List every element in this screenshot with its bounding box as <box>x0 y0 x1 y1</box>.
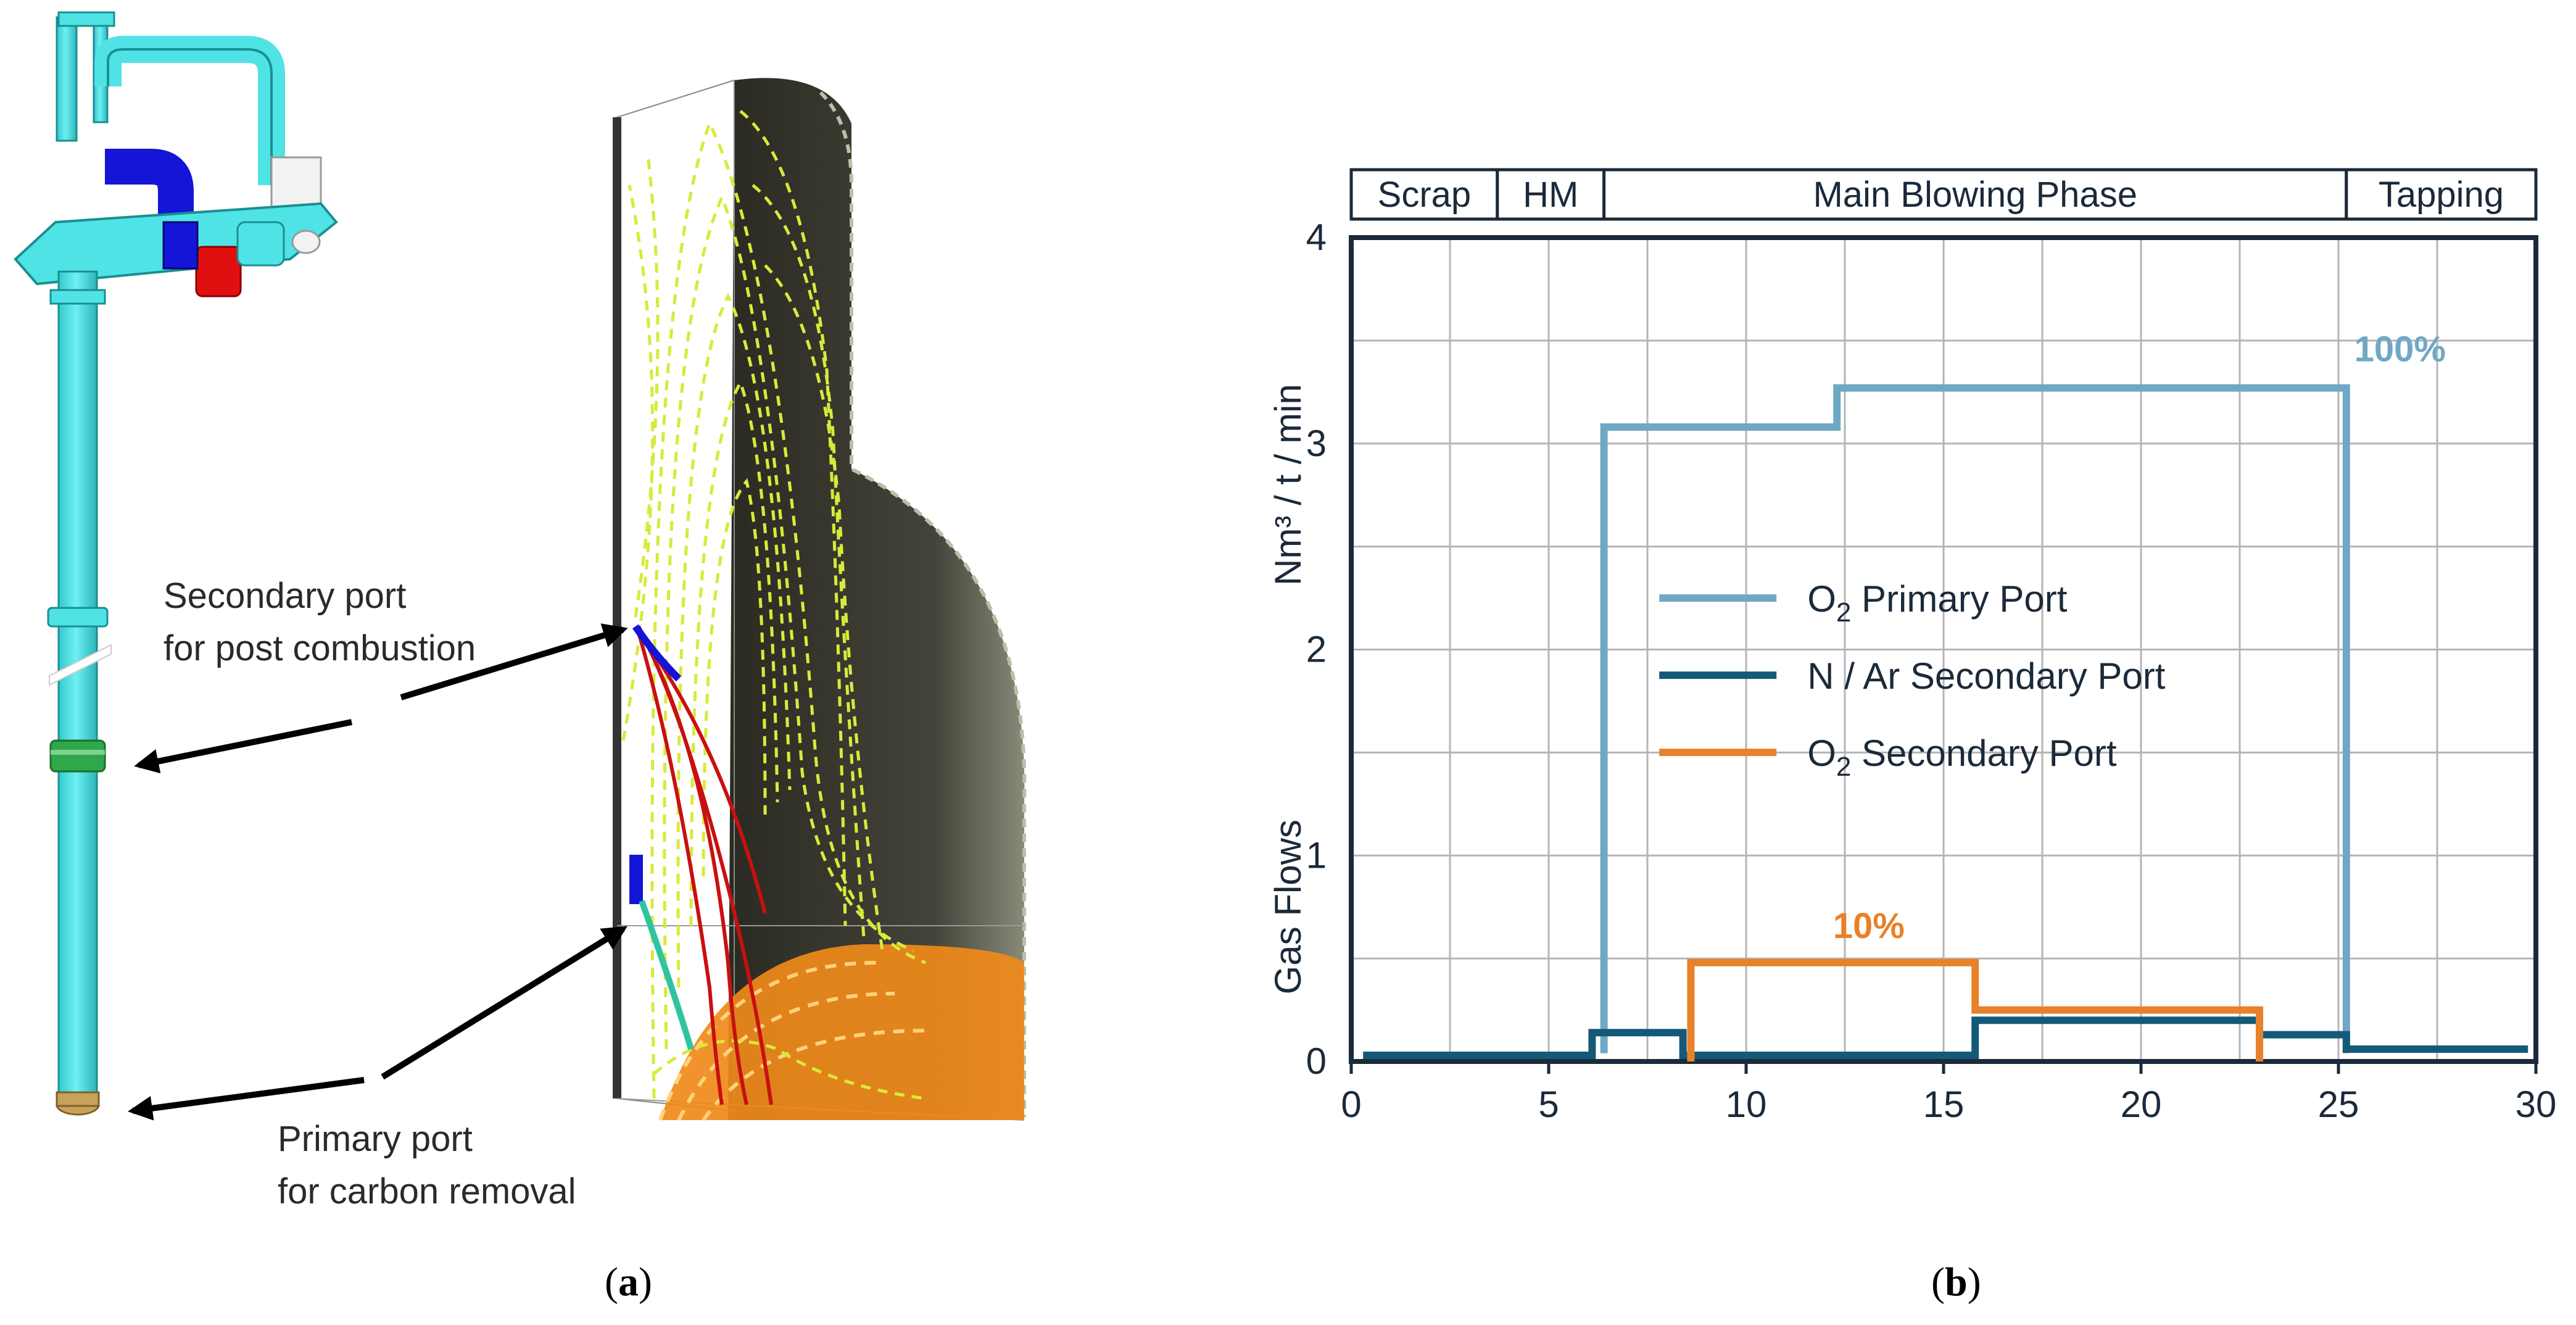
series-line <box>1600 384 2350 1053</box>
y-tick-label: 4 <box>1306 217 1327 258</box>
series-layer <box>1363 384 2528 1061</box>
x-tick-label: 0 <box>1341 1084 1361 1125</box>
secondary-port-label-line1: Secondary port <box>164 576 406 616</box>
y-axis-label: Gas Flows <box>1271 820 1309 994</box>
blue-pipe <box>105 149 194 259</box>
x-tick-label: 30 <box>2516 1084 2557 1125</box>
legend: O2 Primary Port N / Ar Secondary Port O2 S… <box>1659 578 2166 782</box>
panel-a: Secondary port for post combustion Prima… <box>0 0 1271 1322</box>
y-tick-label: 3 <box>1306 423 1327 464</box>
green-ring <box>49 739 106 773</box>
annotations: 100% 10% <box>1833 329 2446 946</box>
x-tick-labels: 0 5 10 15 20 25 30 <box>1341 1061 2556 1125</box>
x-tick-label: 15 <box>1923 1084 1965 1125</box>
x-tick-label: 10 <box>1726 1084 1767 1125</box>
phase-label: Tapping <box>2379 175 2504 215</box>
phase-box <box>1602 168 2348 221</box>
lance-drawing <box>14 11 338 1116</box>
caption-b: (b) <box>1931 1260 1981 1305</box>
secondary-port-label-line2: for post combustion <box>164 628 476 668</box>
legend-entry: O2 Secondary Port <box>1807 733 2117 782</box>
phase-label: Main Blowing Phase <box>1813 175 2137 215</box>
lance-body <box>57 270 98 1100</box>
gas-flow-chart: Scrap HM Main Blowing Phase Tapping 0 5 10 15 2… <box>1267 168 2556 1125</box>
series-line <box>1363 1016 2528 1059</box>
annotation-label: 10% <box>1833 906 1905 946</box>
vessel-drawing <box>613 78 1027 1121</box>
phase-box <box>2345 168 2538 221</box>
primary-port-label-line2: for carbon removal <box>278 1171 576 1211</box>
y-tick-label: 2 <box>1306 629 1327 670</box>
phase-bar: Scrap HM Main Blowing Phase Tapping <box>1349 168 2538 221</box>
legend-entry: O2 Primary Port <box>1807 578 2068 628</box>
y-tick-labels: 0 1 2 3 4 <box>1306 217 1327 1082</box>
y-axis-units: Nm³ / t / min <box>1271 384 1309 586</box>
x-tick-label: 5 <box>1538 1084 1559 1125</box>
x-tick-label: 20 <box>2121 1084 2162 1125</box>
red-block <box>195 246 242 297</box>
primary-port-label-line1: Primary port <box>278 1119 473 1159</box>
y-tick-label: 0 <box>1306 1040 1327 1082</box>
phase-label: Scrap <box>1378 175 1472 215</box>
callout-arrows <box>128 623 628 1121</box>
x-tick-label: 25 <box>2318 1084 2359 1125</box>
y-tick-label: 1 <box>1306 834 1327 876</box>
phase-label: HM <box>1523 175 1578 215</box>
legend-entry: N / Ar Secondary Port <box>1807 655 2166 697</box>
panel-b: Scrap HM Main Blowing Phase Tapping 0 5 10 15 2… <box>1267 0 2576 1322</box>
caption-a: (a) <box>605 1260 652 1305</box>
panel-a-illustration: Secondary port for post combustion Prima… <box>14 11 1027 1211</box>
phase-box <box>1349 168 1499 221</box>
series-line <box>1687 958 2263 1061</box>
annotation-label: 100% <box>2354 329 2446 369</box>
